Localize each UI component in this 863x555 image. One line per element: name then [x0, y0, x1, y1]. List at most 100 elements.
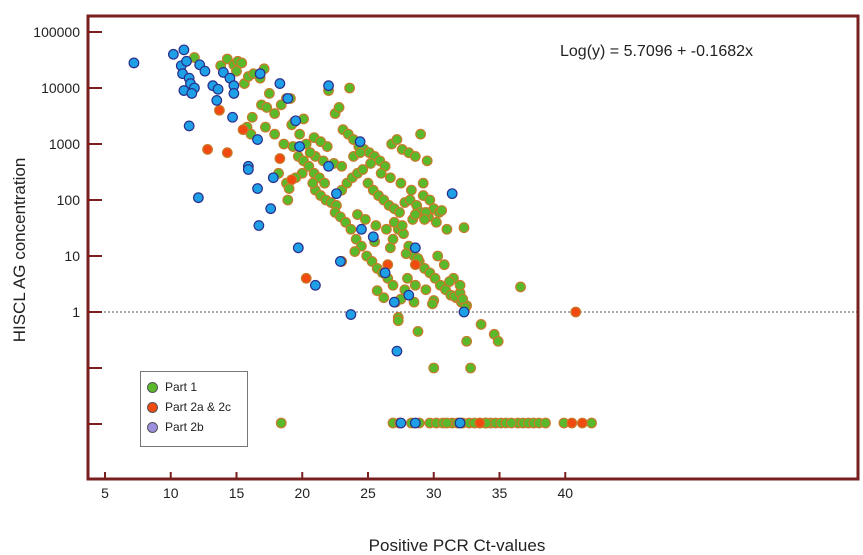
data-point-series-3: [294, 141, 306, 152]
legend-label-part-2b: Part 2b: [165, 420, 204, 434]
data-point-series-1: [350, 233, 362, 245]
chart-legend: Part 1 Part 2a & 2c Part 2b: [140, 371, 248, 447]
data-point-series-1: [384, 172, 396, 184]
data-point-series-2: [202, 144, 213, 155]
data-point-series-1: [375, 167, 387, 179]
data-point-series-3: [395, 417, 407, 429]
data-point-series-2: [570, 306, 582, 318]
data-point-series-3: [290, 115, 302, 127]
data-point-series-1: [294, 128, 306, 140]
data-point-series-1: [344, 82, 355, 94]
data-point-series-3: [128, 57, 140, 69]
data-point-series-3: [458, 306, 470, 318]
data-point-series-2: [409, 259, 421, 271]
data-point-series-3: [310, 279, 321, 291]
data-point-series-3: [379, 267, 391, 279]
x-tick-label: 30: [426, 485, 442, 501]
data-point-series-3: [446, 188, 458, 200]
data-point-series-1: [365, 158, 377, 169]
data-point-series-1: [415, 128, 427, 140]
data-point-series-1: [441, 223, 453, 235]
data-point-series-3: [409, 417, 421, 429]
data-point-series-3: [292, 242, 304, 254]
legend-label-part-1: Part 1: [165, 380, 198, 394]
data-point-series-2: [566, 417, 578, 429]
x-axis-label: Positive PCR Ct-values: [369, 536, 546, 555]
data-point-series-2: [214, 104, 225, 116]
data-point-series-1: [303, 160, 315, 172]
data-point-series-1: [275, 417, 287, 429]
data-point-series-1: [515, 281, 526, 293]
data-point-series-1: [409, 151, 421, 162]
y-axis-label: HISCL AG concentration: [10, 158, 29, 343]
legend-swatch-part-2a-2c: [147, 401, 158, 413]
data-point-series-3: [454, 417, 466, 429]
data-point-series-1: [540, 417, 551, 429]
data-point-series-1: [269, 108, 281, 119]
x-tick-label: 25: [360, 485, 376, 501]
data-point-series-1: [436, 205, 448, 216]
regression-equation: Log(y) = 5.7096 + -0.1682x: [560, 43, 754, 60]
data-point-series-1: [345, 223, 357, 235]
x-tick-label: 20: [294, 485, 310, 501]
data-point-series-3: [253, 220, 265, 231]
legend-item-part-1: Part 1: [147, 377, 247, 397]
data-point-series-1: [420, 284, 432, 296]
data-point-series-1: [307, 177, 319, 189]
data-point-series-3: [227, 111, 238, 123]
data-point-series-1: [357, 164, 369, 175]
x-tick-label: 5: [101, 485, 109, 501]
legend-label-part-2a-2c: Part 2a & 2c: [165, 400, 232, 414]
data-point-series-3: [186, 88, 198, 99]
data-point-series-1: [231, 65, 242, 77]
data-point-series-3: [265, 203, 277, 215]
data-point-series-3: [254, 68, 266, 80]
legend-swatch-part-1: [147, 381, 158, 393]
data-point-series-1: [261, 102, 273, 113]
data-point-series-1: [505, 417, 517, 429]
plot-frame: [86, 14, 860, 481]
data-point-series-1: [395, 177, 407, 189]
data-point-series-1: [409, 209, 421, 220]
data-point-series-1: [336, 160, 348, 172]
data-point-series-3: [274, 78, 286, 89]
data-point-series-1: [438, 259, 450, 271]
legend-item-part-2b: Part 2b: [147, 417, 247, 437]
data-point-series-1: [412, 326, 424, 337]
data-point-series-3: [409, 242, 421, 254]
data-point-series-2: [237, 124, 249, 136]
data-point-series-1: [370, 220, 382, 231]
data-point-series-1: [394, 207, 405, 218]
data-point-series-1: [283, 183, 295, 194]
data-point-series-3: [178, 44, 190, 56]
data-point-series-1: [405, 184, 417, 196]
data-point-series-1: [236, 57, 248, 69]
data-point-series-1: [349, 246, 361, 257]
data-point-series-1: [391, 134, 403, 145]
data-point-series-2: [300, 272, 312, 284]
data-point-series-1: [402, 272, 413, 284]
data-point-series-1: [441, 417, 453, 429]
x-tick-label: 10: [163, 485, 179, 501]
data-point-series-1: [387, 279, 399, 291]
data-point-series-3: [252, 134, 263, 145]
data-point-series-1: [400, 248, 412, 260]
data-point-series-1: [366, 256, 378, 267]
data-point-series-1: [260, 121, 271, 133]
data-point-series-1: [384, 242, 396, 254]
data-point-series-3: [367, 231, 379, 243]
data-point-series-1: [475, 319, 487, 330]
x-tick-label: 15: [229, 485, 245, 501]
data-point-series-1: [371, 285, 383, 297]
y-tick-label: 100000: [33, 24, 80, 40]
y-tick-label: 1000: [49, 136, 80, 152]
data-point-series-1: [362, 177, 374, 189]
data-point-series-3: [331, 188, 342, 200]
data-point-series-3: [388, 296, 400, 308]
data-point-series-3: [323, 160, 334, 172]
data-point-series-1: [492, 335, 504, 347]
data-point-series-3: [323, 80, 334, 92]
x-tick-label: 35: [492, 485, 508, 501]
x-tick-label: 40: [557, 485, 573, 501]
